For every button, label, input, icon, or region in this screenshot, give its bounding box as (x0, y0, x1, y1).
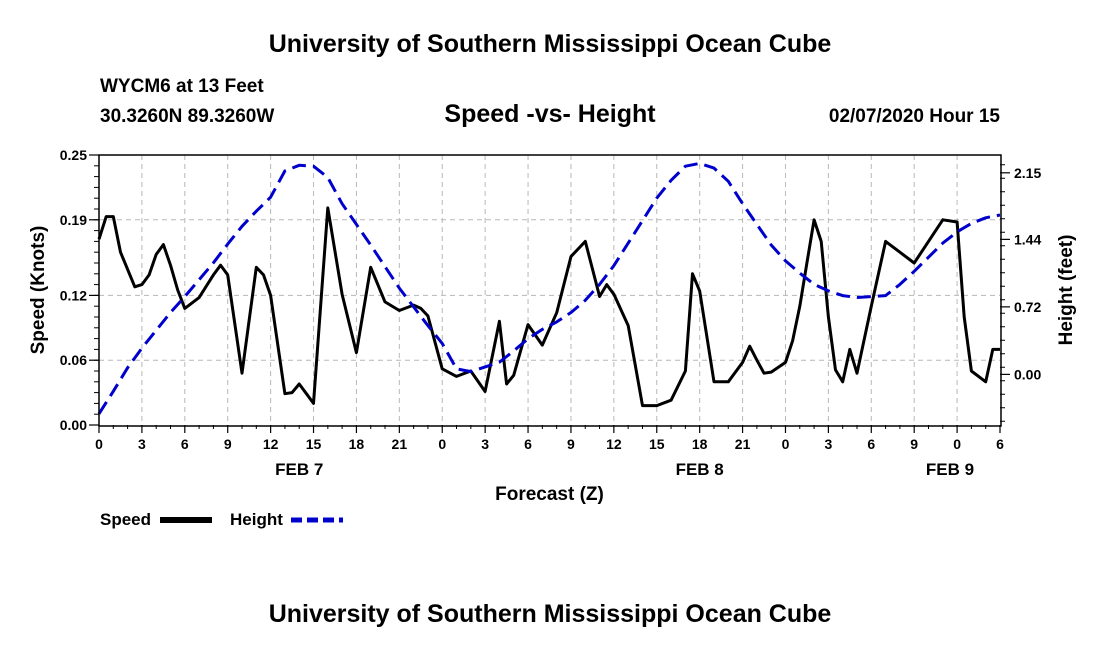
y-left-tick-label: 0.25 (60, 147, 87, 163)
x-tick-label: 9 (910, 436, 918, 452)
y-left-axis-title: Speed (Knots) (28, 226, 49, 355)
x-tick-label: 0 (782, 436, 790, 452)
grid-layer (99, 155, 1000, 425)
x-tick-label: 0 (95, 436, 103, 452)
y-left-tick-label: 0.00 (60, 417, 87, 433)
x-tick-label: 18 (692, 436, 708, 452)
x-tick-label: 3 (481, 436, 489, 452)
y-left-tick-label: 0.12 (60, 287, 87, 303)
date-label: FEB 9 (926, 460, 974, 479)
x-tick-label: 12 (263, 436, 279, 452)
date-label: FEB 8 (676, 460, 724, 479)
y-left-tick-label: 0.06 (60, 352, 87, 368)
x-tick-label: 0 (438, 436, 446, 452)
legend-height-label: Height (230, 510, 283, 529)
coordinates-label: 30.3260N 89.3260W (100, 106, 275, 127)
date-label: FEB 7 (275, 460, 323, 479)
y-right-tick-label: 1.44 (1014, 231, 1041, 247)
x-tick-label: 3 (824, 436, 832, 452)
x-tick-label: 6 (867, 436, 875, 452)
height-series-line (97, 161, 1001, 415)
y-right-tick-label: 0.72 (1014, 299, 1041, 315)
x-tick-label: 9 (567, 436, 575, 452)
x-tick-label: 15 (649, 436, 665, 452)
footer-title: University of Southern Mississippi Ocean… (268, 600, 832, 628)
axes-layer: 0 3 6 9 12 15 18 21 0 3 6 9 12 15 18 21 0 3 6 9 0 6 0.00 0.06 0.… (28, 147, 1077, 505)
x-tick-label: 6 (524, 436, 532, 452)
speed-series-line (97, 206, 1000, 408)
x-tick-label: 21 (735, 436, 751, 452)
x-tick-label: 6 (181, 436, 189, 452)
plot-frame (98, 154, 1002, 427)
series-layer (97, 161, 1001, 415)
datetime-label: 02/07/2020 Hour 15 (828, 106, 1000, 127)
y-right-tick-label: 2.15 (1014, 165, 1041, 181)
y-left-tick-label: 0.19 (60, 212, 87, 228)
x-tick-label: 6 (996, 436, 1004, 452)
legend-layer: Speed Height (100, 510, 343, 529)
x-tick-label: 3 (138, 436, 146, 452)
legend-speed-label: Speed (100, 510, 151, 529)
x-axis-title: Forecast (Z) (495, 484, 604, 505)
chart-subtitle: Speed -vs- Height (444, 100, 656, 128)
x-tick-label: 18 (349, 436, 365, 452)
y-right-axis-title: Height (feet) (1056, 235, 1077, 346)
x-tick-label: 21 (392, 436, 408, 452)
x-tick-label: 9 (224, 436, 232, 452)
station-label: WYCM6 at 13 Feet (100, 76, 264, 97)
y-right-tick-label: 0.00 (1014, 366, 1041, 382)
page-title: University of Southern Mississippi Ocean… (268, 30, 832, 58)
x-tick-label: 15 (306, 436, 322, 452)
x-tick-label: 12 (606, 436, 622, 452)
x-tick-label: 0 (953, 436, 961, 452)
